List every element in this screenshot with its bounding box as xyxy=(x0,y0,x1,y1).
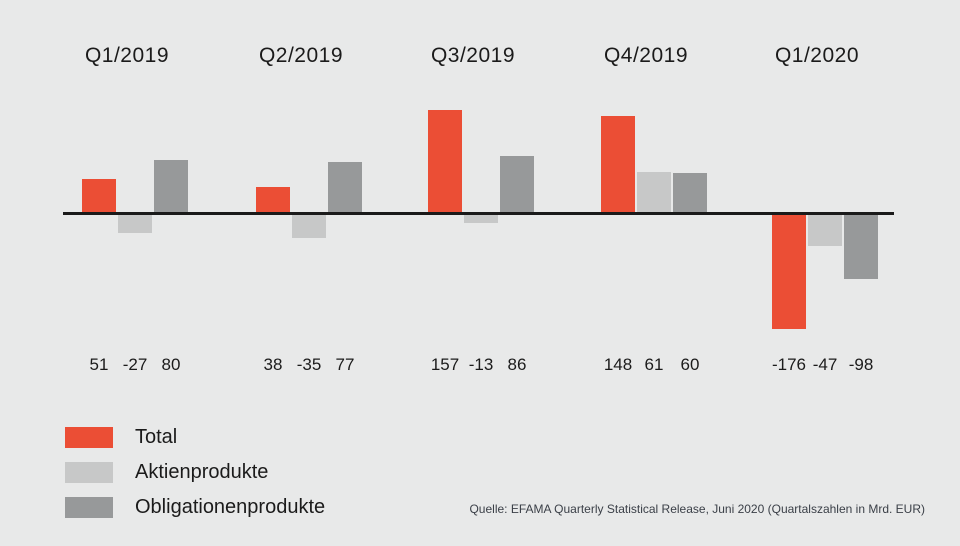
value-label-total-q1-2020: -176 xyxy=(771,355,807,374)
category-label-q1-2019: Q1/2019 xyxy=(84,44,170,67)
category-label-q3-2019: Q3/2019 xyxy=(430,44,516,67)
value-label-total-q4-2019: 148 xyxy=(603,355,633,374)
bar-aktienprodukte-q1-2019 xyxy=(118,215,152,233)
legend-swatch-obligationenprodukte xyxy=(65,496,113,518)
value-label-aktienprodukte-q2-2019: -35 xyxy=(296,355,322,374)
value-label-obligationenprodukte-q1-2020: -98 xyxy=(848,355,874,374)
bar-total-q4-2019 xyxy=(601,116,635,212)
category-label-q1-2020: Q1/2020 xyxy=(774,44,860,67)
bar-obligationenprodukte-q2-2019 xyxy=(328,162,362,212)
value-label-obligationenprodukte-q1-2019: 80 xyxy=(161,355,181,374)
value-label-obligationenprodukte-q3-2019: 86 xyxy=(507,355,527,374)
bar-obligationenprodukte-q1-2020 xyxy=(844,215,878,279)
bar-aktienprodukte-q2-2019 xyxy=(292,215,326,238)
legend-item-total: Total xyxy=(65,426,325,448)
bar-aktienprodukte-q1-2020 xyxy=(808,215,842,246)
value-label-aktienprodukte-q1-2020: -47 xyxy=(812,355,838,374)
legend-item-aktienprodukte: Aktienprodukte xyxy=(65,461,325,483)
bar-total-q2-2019 xyxy=(256,187,290,212)
bar-obligationenprodukte-q1-2019 xyxy=(154,160,188,212)
bar-aktienprodukte-q4-2019 xyxy=(637,172,671,212)
value-label-total-q2-2019: 38 xyxy=(263,355,283,374)
zero-axis-line xyxy=(63,212,894,215)
value-label-obligationenprodukte-q4-2019: 60 xyxy=(680,355,700,374)
category-label-q4-2019: Q4/2019 xyxy=(603,44,689,67)
bar-total-q1-2020 xyxy=(772,215,806,329)
legend-label-obligationenprodukte: Obligationenprodukte xyxy=(135,495,326,518)
value-label-aktienprodukte-q1-2019: -27 xyxy=(122,355,148,374)
source-note: Quelle: EFAMA Quarterly Statistical Rele… xyxy=(469,502,925,516)
category-label-q2-2019: Q2/2019 xyxy=(258,44,344,67)
value-label-aktienprodukte-q4-2019: 61 xyxy=(644,355,664,374)
bar-obligationenprodukte-q3-2019 xyxy=(500,156,534,212)
value-label-obligationenprodukte-q2-2019: 77 xyxy=(335,355,355,374)
bar-obligationenprodukte-q4-2019 xyxy=(673,173,707,212)
legend-swatch-aktienprodukte xyxy=(65,461,113,483)
bar-total-q3-2019 xyxy=(428,110,462,212)
bar-aktienprodukte-q3-2019 xyxy=(464,215,498,223)
value-label-aktienprodukte-q3-2019: -13 xyxy=(468,355,494,374)
legend: Total Aktienprodukte Obligationenprodukte xyxy=(65,426,325,531)
bar-total-q1-2019 xyxy=(82,179,116,212)
legend-label-aktienprodukte: Aktienprodukte xyxy=(135,460,269,483)
legend-swatch-total xyxy=(65,426,113,448)
value-label-total-q1-2019: 51 xyxy=(89,355,109,374)
legend-label-total: Total xyxy=(135,425,178,448)
legend-item-obligationenprodukte: Obligationenprodukte xyxy=(65,496,325,518)
value-label-total-q3-2019: 157 xyxy=(430,355,460,374)
